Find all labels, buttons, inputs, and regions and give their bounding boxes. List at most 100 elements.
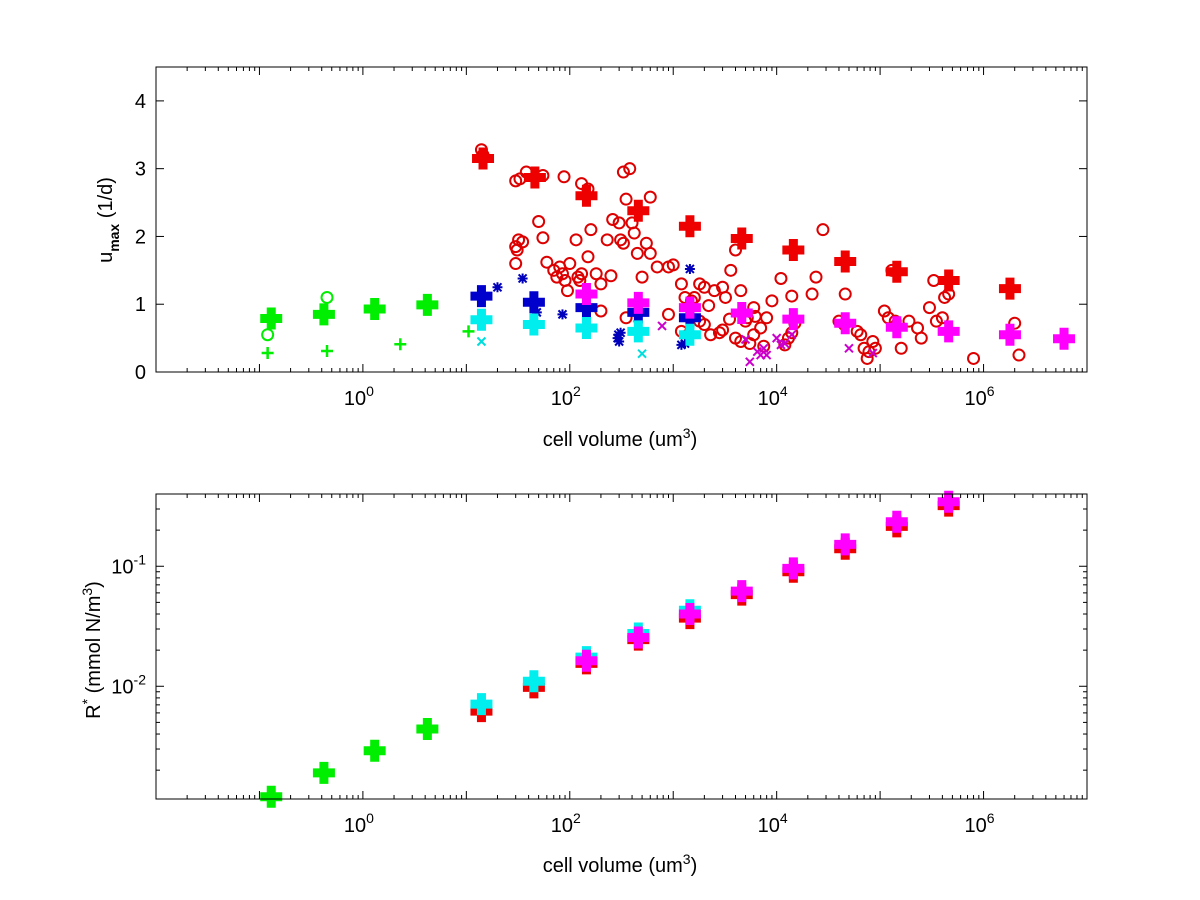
growth-rate-point-red-open-circles xyxy=(778,338,792,352)
growth-rate-point-red-open-circles xyxy=(616,236,630,250)
growth-rate-point-red-open-circles xyxy=(627,226,641,240)
growth-rate-point-magenta-x xyxy=(844,343,854,353)
half-saturation-point-magenta-model-crosses xyxy=(730,580,753,603)
growth-rate-point-green-plus xyxy=(462,325,475,338)
growth-rate-point-red-open-circles xyxy=(774,271,788,285)
growth-rate-point-cyan-x xyxy=(637,348,647,359)
growth-rate-point-blue-asterisk xyxy=(517,273,528,284)
half-saturation-point-green-model-crosses xyxy=(312,761,335,784)
growth-rate-point-red-open-circles xyxy=(1012,348,1026,362)
growth-rate-y-tick-label: 4 xyxy=(135,91,146,113)
growth-rate-point-red-open-circles xyxy=(666,258,680,272)
growth-rate-point-red-open-circles xyxy=(674,277,688,291)
growth-rate-point-red-open-circles xyxy=(765,294,779,308)
growth-rate-x-axis-label: cell volume (um3) xyxy=(543,425,698,451)
half-saturation-point-green-model-crosses xyxy=(416,718,439,741)
growth-rate-point-red-open-circles xyxy=(723,312,737,326)
growth-rate-point-magenta-model-crosses xyxy=(937,320,960,343)
half-saturation-point-green-model-crosses xyxy=(260,785,283,808)
growth-rate-point-magenta-model-crosses xyxy=(1053,327,1076,350)
growth-rate-point-red-open-circles xyxy=(747,301,761,315)
growth-rate-point-red-open-circles xyxy=(716,323,730,337)
growth-rate-point-red-open-circles xyxy=(838,287,852,301)
growth-rate-point-red-open-circles xyxy=(1008,316,1022,330)
growth-rate-point-red-open-circles xyxy=(573,274,587,287)
growth-rate-y-axis-label: umax (1/d) xyxy=(95,177,122,263)
growth-rate-point-red-open-circles xyxy=(630,246,644,260)
growth-rate-point-red-open-circles xyxy=(540,255,554,269)
half-saturation-point-magenta-model-crosses xyxy=(678,603,701,626)
growth-rate-point-red-open-circles xyxy=(510,243,524,257)
growth-rate-point-red-model-crosses xyxy=(998,277,1021,300)
half-saturation-point-cyan-model-crosses xyxy=(522,670,545,693)
growth-rate-point-magenta-model-crosses xyxy=(575,283,598,306)
growth-rate-point-green-open-circles xyxy=(320,290,334,304)
growth-rate-point-red-model-crosses xyxy=(627,199,650,222)
growth-rate-point-blue-asterisk xyxy=(492,282,503,293)
growth-rate-ticks: 100 102 104 106 0 1 2 3 4 xyxy=(135,67,1088,410)
growth-rate-point-blue-model-crosses xyxy=(575,296,598,319)
growth-rate-point-red-open-circles xyxy=(697,318,711,332)
growth-rate-point-magenta-model-crosses xyxy=(678,296,701,319)
growth-rate-point-red-open-circles xyxy=(623,162,637,176)
growth-rate-point-red-open-circles xyxy=(922,301,936,315)
growth-rate-point-blue-asterisk xyxy=(615,327,626,338)
growth-rate-point-red-open-circles xyxy=(532,215,546,229)
growth-rate-point-red-open-circles xyxy=(894,341,908,355)
growth-rate-point-red-open-circles xyxy=(854,328,868,342)
growth-rate-point-magenta-x xyxy=(761,350,772,360)
growth-rate-series-magenta-model-crosses xyxy=(575,283,1076,350)
growth-rate-point-red-open-circles xyxy=(702,299,716,313)
half-saturation-x-tick-label: 104 xyxy=(758,810,788,837)
growth-rate-y-tick-label: 2 xyxy=(135,226,146,248)
half-saturation-series-magenta-model-crosses xyxy=(575,490,960,672)
growth-rate-data-marks xyxy=(260,143,1076,367)
half-saturation-point-green-model-crosses xyxy=(363,739,386,762)
half-saturation-ticks: 100 102 104 106 10-2 10-1 xyxy=(111,493,1088,837)
half-saturation-point-magenta-model-crosses xyxy=(575,649,598,672)
half-saturation-x-tick-label: 106 xyxy=(965,810,995,837)
growth-rate-point-red-model-crosses xyxy=(730,227,753,250)
half-saturation-x-axis-label: cell volume (um3) xyxy=(543,851,698,877)
growth-rate-point-red-model-crosses xyxy=(834,250,857,273)
growth-rate-point-magenta-x xyxy=(745,357,755,367)
half-saturation-point-magenta-model-crosses xyxy=(834,533,857,556)
growth-rate-x-tick-label: 102 xyxy=(551,383,581,410)
growth-rate-point-red-open-circles xyxy=(860,351,874,365)
growth-rate-point-cyan-model-crosses xyxy=(522,313,545,336)
growth-rate-point-green-model-crosses xyxy=(312,303,335,326)
growth-rate-point-magenta-model-crosses xyxy=(998,323,1021,346)
growth-rate-point-magenta-model-crosses xyxy=(782,308,805,331)
growth-rate-point-red-open-circles xyxy=(902,314,916,328)
half-saturation-point-magenta-model-crosses xyxy=(782,557,805,580)
growth-rate-point-red-open-circles xyxy=(612,216,626,230)
growth-rate-point-red-model-crosses xyxy=(472,147,495,170)
growth-rate-point-red-open-circles xyxy=(850,324,864,338)
growth-rate-point-magenta-x xyxy=(780,338,790,349)
growth-rate-point-red-open-circles xyxy=(584,223,598,237)
growth-rate-point-red-open-circles xyxy=(619,311,633,325)
growth-rate-series-green-model-crosses xyxy=(260,293,439,330)
growth-rate-point-red-model-crosses xyxy=(937,269,960,292)
growth-rate-point-red-open-circles xyxy=(661,307,675,321)
growth-rate-point-red-open-circles xyxy=(509,257,523,271)
growth-rate-point-red-open-circles xyxy=(536,231,550,245)
growth-rate-point-cyan-model-crosses xyxy=(470,308,493,331)
growth-rate-point-magenta-x xyxy=(740,334,751,345)
growth-rate-point-red-open-circles xyxy=(643,246,657,260)
half-saturation-series-green-model-crosses xyxy=(260,718,439,808)
growth-rate-point-red-open-circles xyxy=(747,328,761,342)
growth-rate-point-red-open-circles xyxy=(718,290,732,304)
growth-rate-point-red-open-circles xyxy=(560,284,574,298)
growth-rate-point-blue-asterisk xyxy=(684,263,695,274)
growth-rate-point-magenta-x xyxy=(868,348,878,358)
growth-rate-point-red-open-circles xyxy=(594,277,608,291)
growth-rate-point-blue-model-crosses xyxy=(522,291,545,314)
growth-rate-series-red-model-crosses xyxy=(472,147,1021,300)
growth-rate-point-red-model-crosses xyxy=(885,260,908,283)
half-saturation-x-tick-label: 100 xyxy=(344,810,374,837)
growth-rate-point-red-model-crosses xyxy=(523,166,546,189)
growth-rate-x-tick-label: 100 xyxy=(344,383,374,410)
